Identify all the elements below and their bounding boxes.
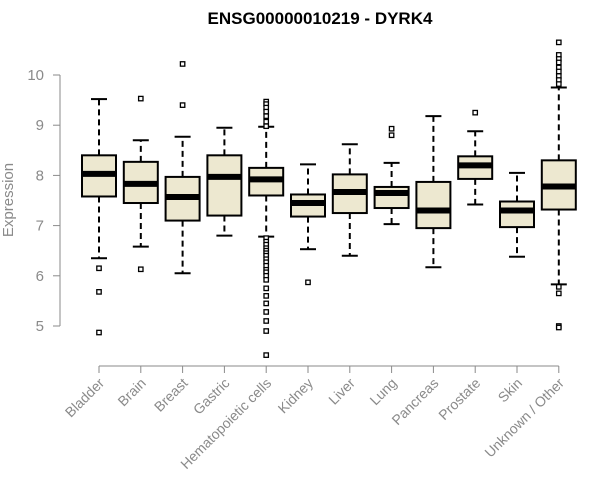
y-tick-label: 8 — [36, 167, 44, 184]
box-group-1 — [81, 98, 117, 336]
y-tick-label: 7 — [36, 218, 44, 235]
x-tick-label: Brain — [114, 375, 148, 409]
outlier-point — [263, 123, 270, 130]
x-tick-label: Bladder — [62, 375, 108, 421]
y-tick-label: 6 — [36, 268, 44, 285]
outlier-point — [96, 329, 102, 336]
x-tick-label: Kidney — [275, 375, 317, 417]
outlier-point — [137, 266, 144, 273]
outlier-point — [263, 300, 270, 307]
box-group-11 — [499, 171, 535, 258]
outlier-point — [555, 324, 562, 331]
y-axis-label: Expression — [0, 163, 17, 237]
box-group-9 — [415, 115, 452, 269]
box-group-5 — [248, 98, 285, 358]
x-tick-label: Lung — [366, 375, 399, 408]
outlier-point — [263, 276, 270, 283]
x-tick-label: Unknown / Other — [481, 375, 567, 461]
box-group-2 — [122, 95, 159, 273]
outlier-point — [555, 290, 562, 297]
x-tick-label: Prostate — [435, 375, 483, 423]
box-group-6 — [290, 163, 326, 286]
outlier-point — [263, 285, 270, 292]
outlier-point — [263, 318, 270, 324]
y-tick-label: 5 — [36, 318, 44, 335]
outlier-point — [263, 352, 270, 358]
outlier-point — [388, 132, 395, 139]
outlier-point — [96, 289, 102, 295]
outlier-point — [305, 279, 311, 286]
outlier-point — [96, 265, 102, 272]
outlier-point — [388, 125, 395, 132]
box-group-10 — [457, 109, 494, 206]
outlier-point — [263, 293, 270, 299]
boxes-layer — [81, 39, 577, 358]
y-tick-label: 10 — [27, 67, 44, 84]
box-group-4 — [206, 126, 243, 237]
y-tick-label: 9 — [36, 117, 44, 134]
outlier-point — [137, 95, 144, 102]
box-group-12 — [540, 39, 577, 331]
iqr-box — [415, 180, 452, 230]
box-group-7 — [331, 143, 368, 257]
outlier-point — [555, 68, 562, 75]
outlier-point — [263, 328, 270, 334]
x-tick-label: Skin — [495, 375, 526, 406]
outlier-point — [263, 118, 270, 125]
iqr-box — [499, 200, 535, 229]
outlier-point — [555, 283, 562, 290]
outlier-point — [555, 59, 562, 66]
outlier-point — [472, 109, 479, 116]
outlier-point — [263, 309, 270, 315]
box-group-3 — [164, 61, 201, 275]
outlier-point — [555, 39, 562, 46]
x-tick-label: Liver — [325, 375, 358, 408]
outlier-point — [179, 102, 186, 108]
box-group-8 — [373, 125, 410, 226]
x-tick-label: Breast — [151, 375, 191, 415]
outlier-point — [263, 108, 270, 115]
chart-title: ENSG00000010219 - DYRK4 — [208, 9, 433, 28]
outlier-point — [555, 81, 562, 87]
iqr-box — [206, 154, 243, 217]
outlier-point — [179, 61, 186, 67]
outlier-point — [263, 113, 270, 120]
